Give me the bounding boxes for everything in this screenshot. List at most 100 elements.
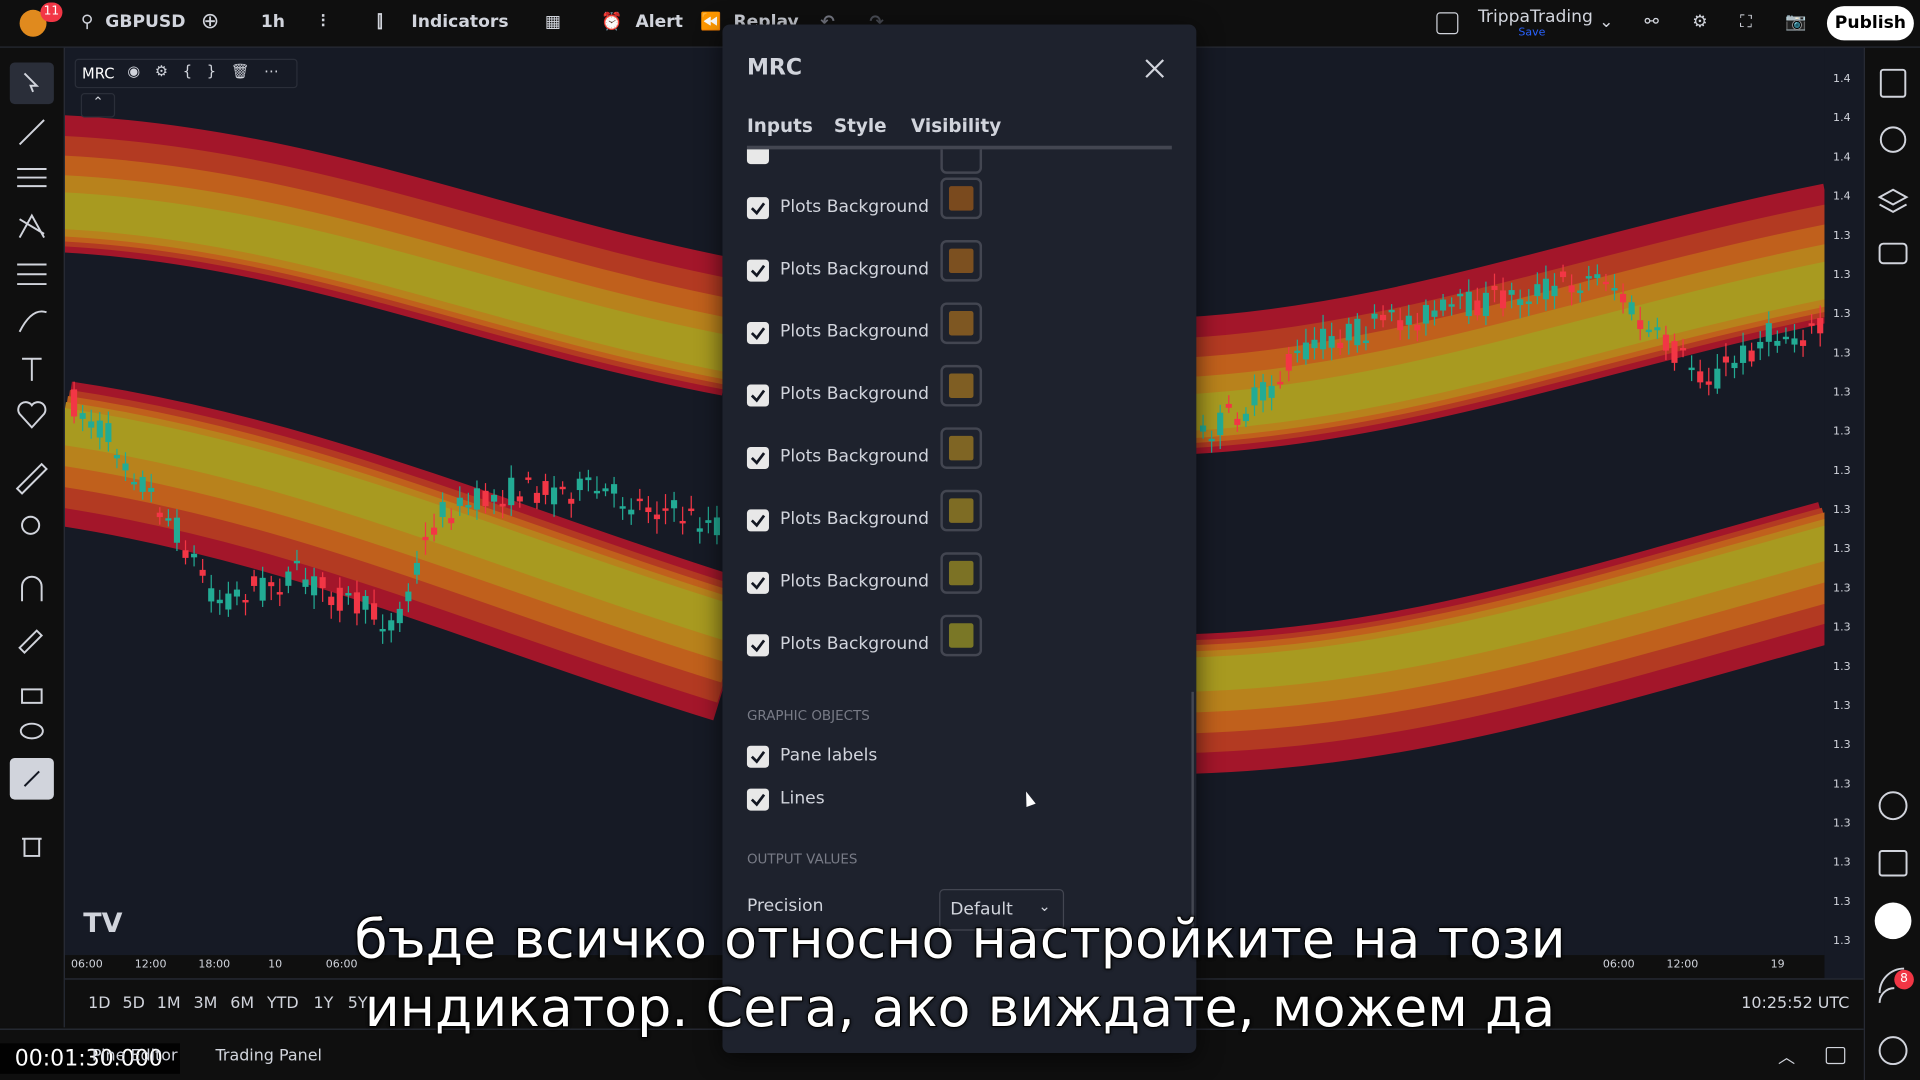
layouts[interactable]: ▦ xyxy=(544,12,562,32)
checkbox[interactable] xyxy=(746,745,769,768)
range-button[interactable]: 5D xyxy=(122,994,145,1013)
add-symbol[interactable]: ⊕ xyxy=(200,8,220,35)
range-button[interactable]: 1Y xyxy=(313,994,334,1013)
watchlist[interactable] xyxy=(1879,68,1907,98)
color-swatch[interactable] xyxy=(940,302,983,345)
candle-body xyxy=(388,620,395,631)
checkbox[interactable] xyxy=(746,259,769,282)
collapse-button[interactable]: ⌃ xyxy=(80,93,116,118)
range-button[interactable]: YTD xyxy=(266,994,299,1013)
magnet-tool[interactable] xyxy=(21,575,43,602)
candle-body xyxy=(88,421,95,428)
hide-tool[interactable] xyxy=(19,722,44,740)
pattern-tool[interactable] xyxy=(18,213,45,239)
legend-icons[interactable]: ◉⚙{}🗑⋯ xyxy=(127,62,294,80)
close-button[interactable] xyxy=(1144,58,1166,80)
maximize-panel[interactable] xyxy=(1825,1046,1846,1065)
candle-body xyxy=(319,577,326,589)
color-swatch[interactable] xyxy=(940,614,983,657)
text-tool[interactable] xyxy=(22,357,42,381)
checkbox[interactable] xyxy=(746,509,769,532)
candle-body xyxy=(1337,342,1344,349)
account-name[interactable]: TrippaTrading xyxy=(1477,7,1593,27)
link-tool[interactable] xyxy=(23,770,40,787)
subtitle-line: бъде всичко относно настройките на този xyxy=(353,908,1566,972)
brush-tool[interactable] xyxy=(18,310,47,333)
help[interactable] xyxy=(1878,1036,1908,1066)
candle-body xyxy=(1320,328,1327,350)
trend-line-tool[interactable] xyxy=(18,119,45,146)
color-swatch[interactable] xyxy=(940,552,983,594)
range-button[interactable]: 1D xyxy=(88,994,111,1013)
color-swatch[interactable] xyxy=(940,427,983,469)
alert[interactable]: Alert xyxy=(635,12,683,32)
panel-tab[interactable]: Trading Panel xyxy=(215,1046,322,1066)
indicators[interactable]: Indicators xyxy=(411,12,509,32)
color-swatch[interactable] xyxy=(940,177,983,220)
favorites-tool[interactable] xyxy=(17,401,47,429)
range-button[interactable]: 6M xyxy=(230,994,255,1013)
cursor-tool[interactable] xyxy=(23,72,40,93)
color-swatch[interactable] xyxy=(940,364,983,407)
panel-tab[interactable]: Pine Editor xyxy=(91,1046,178,1066)
indicators-icon[interactable]: ⫿ xyxy=(377,12,383,32)
candle-body xyxy=(1722,356,1729,363)
zoom-tool[interactable] xyxy=(21,515,41,535)
interval[interactable]: 1h xyxy=(260,12,285,32)
search-icon[interactable]: ⚲ xyxy=(80,12,94,32)
feed[interactable] xyxy=(1878,967,1905,1003)
time-label: 19 xyxy=(1770,958,1785,972)
chats[interactable] xyxy=(1878,242,1908,265)
checkbox[interactable] xyxy=(746,634,769,657)
candle-body xyxy=(473,488,481,510)
fullscreen[interactable]: ⛶ xyxy=(1740,12,1753,32)
checkbox[interactable] xyxy=(746,322,769,345)
checkbox[interactable] xyxy=(746,571,769,594)
snapshot[interactable]: 📷 xyxy=(1785,12,1807,32)
checkbox[interactable] xyxy=(746,788,769,811)
clock[interactable]: 10:25:52 UTC xyxy=(1741,994,1850,1013)
target[interactable] xyxy=(1878,791,1908,821)
range-button[interactable]: 1M xyxy=(156,994,181,1013)
precision-select[interactable]: Default ⌄ xyxy=(939,888,1065,931)
layout-toggle[interactable] xyxy=(1436,12,1459,35)
candle-body xyxy=(1225,403,1232,408)
color-swatch[interactable] xyxy=(940,149,983,174)
collapse-panel[interactable]: ︿ xyxy=(1777,1048,1796,1068)
apps[interactable] xyxy=(1874,902,1912,940)
candle-body xyxy=(611,484,618,494)
checkbox[interactable] xyxy=(746,197,769,220)
account-menu[interactable]: ⌄ xyxy=(1599,12,1614,32)
fib-tool[interactable] xyxy=(17,168,47,188)
checkbox[interactable] xyxy=(746,149,769,165)
publish-button[interactable]: Publish xyxy=(1826,6,1914,41)
tab[interactable]: Visibility xyxy=(911,115,1002,138)
settings[interactable]: ⚙ xyxy=(1692,12,1708,32)
indicator-name[interactable]: MRC xyxy=(82,64,115,83)
quick-search[interactable]: ⚯ xyxy=(1644,12,1659,32)
color-swatch[interactable] xyxy=(940,489,983,532)
candle-body xyxy=(1782,336,1789,340)
alerts-panel[interactable] xyxy=(1879,126,1907,153)
range-button[interactable]: 3M xyxy=(193,994,218,1013)
replay-icon[interactable]: ⏪ xyxy=(700,12,722,32)
calendar[interactable] xyxy=(1878,850,1908,877)
projection-tool[interactable] xyxy=(17,263,47,286)
tab[interactable]: Inputs xyxy=(746,115,813,138)
candle-body xyxy=(542,481,549,495)
range-button[interactable]: 5Y xyxy=(347,994,368,1013)
delete-tool[interactable] xyxy=(22,837,42,857)
color-swatch[interactable] xyxy=(940,240,983,282)
checkbox[interactable] xyxy=(746,384,769,407)
save[interactable]: Save xyxy=(1518,26,1546,40)
chart-type[interactable]: ⫶ xyxy=(320,12,326,32)
alert-icon[interactable]: ⏰ xyxy=(601,12,623,32)
symbol[interactable]: GBPUSD xyxy=(105,12,186,32)
checkbox[interactable] xyxy=(746,446,769,469)
layers[interactable] xyxy=(1877,188,1909,213)
candle-body xyxy=(1311,339,1318,349)
lock-tool[interactable] xyxy=(21,688,43,704)
ruler-tool[interactable] xyxy=(15,462,48,495)
tab[interactable]: Style xyxy=(833,115,887,138)
stay-drawing-tool[interactable] xyxy=(18,629,44,655)
